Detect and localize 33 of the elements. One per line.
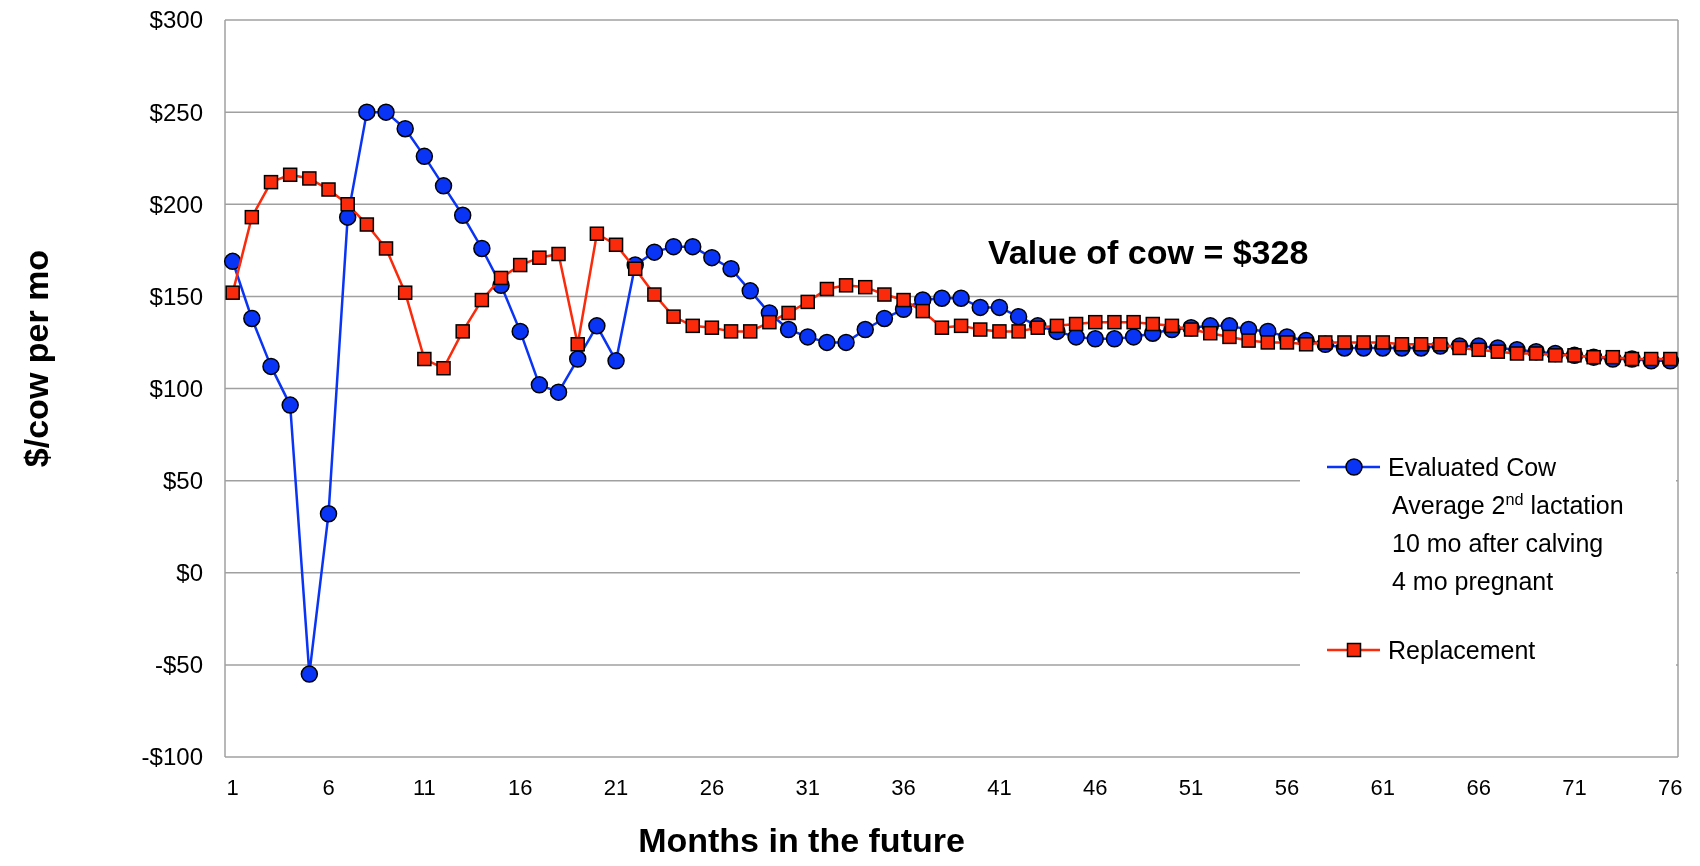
y-tick-label: $300 — [149, 6, 203, 34]
y-axis-title: $/cow per mo — [17, 249, 55, 468]
x-tick-label: 31 — [795, 775, 820, 800]
x-axis-title: Months in the future — [638, 821, 965, 859]
x-tick-label: 46 — [1083, 775, 1108, 800]
annotation: Value of cow = $328 — [988, 233, 1309, 271]
x-tick-label: 41 — [987, 775, 1012, 800]
y-tick-label: $0 — [176, 559, 203, 587]
y-tick-label: $100 — [149, 374, 203, 402]
annotation: 10 mo after calving — [1392, 528, 1604, 557]
x-tick-label: 16 — [507, 775, 533, 800]
y-tick-label: $250 — [149, 98, 203, 126]
x-tick-label: 26 — [699, 775, 725, 800]
annotation: Average 2$^{nd}$ lactation — [1392, 489, 1624, 519]
x-tick-label: 56 — [1274, 775, 1300, 800]
legend-label: Evaluated Cow — [1388, 452, 1558, 481]
x-tick-label: 6 — [322, 775, 335, 800]
x-tick-label: 1 — [226, 775, 239, 800]
y-tick-label: -$50 — [154, 651, 203, 679]
x-tick-label: 66 — [1466, 775, 1491, 800]
x-tick-label: 61 — [1370, 775, 1396, 800]
x-tick-label: 51 — [1178, 775, 1204, 800]
y-tick-label: $200 — [149, 190, 203, 218]
annotation: 4 mo pregnant — [1392, 566, 1554, 595]
x-tick-label: 76 — [1658, 775, 1683, 800]
y-tick-label: $150 — [149, 282, 203, 310]
x-tick-label: 71 — [1562, 775, 1587, 800]
y-tick-label: -$100 — [141, 743, 203, 771]
y-tick-label: $50 — [162, 467, 203, 495]
x-tick-label: 36 — [891, 775, 916, 800]
legend-label: Replacement — [1388, 635, 1536, 664]
x-tick-label: 21 — [603, 775, 629, 800]
x-tick-label: 11 — [412, 775, 436, 800]
